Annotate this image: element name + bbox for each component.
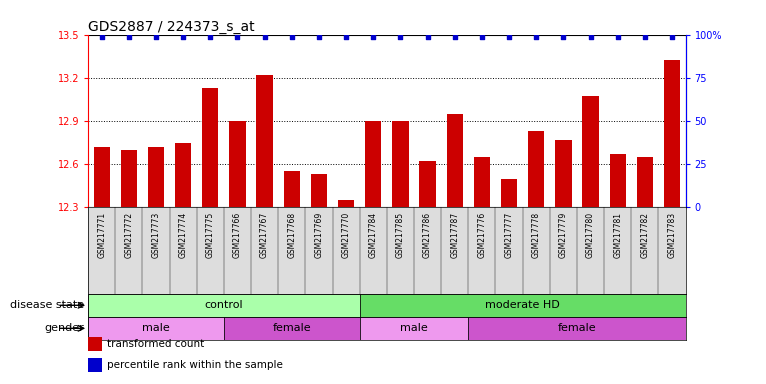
Text: GSM217786: GSM217786 [423,212,432,258]
Point [476,35,488,41]
Text: control: control [205,300,243,310]
Bar [175,142,192,207]
Bar [610,154,626,207]
Text: GSM217773: GSM217773 [152,212,161,258]
Bar [224,317,360,340]
Point [340,35,352,41]
Bar [365,121,381,207]
Bar [88,317,224,340]
Text: GSM217771: GSM217771 [97,212,106,258]
Point [503,35,516,41]
Bar [582,96,599,207]
Bar [311,174,327,207]
Text: GSM217772: GSM217772 [124,212,133,258]
Bar [360,294,686,317]
Point [231,35,244,41]
Bar [88,294,360,317]
Text: GSM217767: GSM217767 [260,212,269,258]
Text: GSM217769: GSM217769 [314,212,323,258]
Point [584,35,597,41]
Point [557,35,569,41]
Text: disease state: disease state [10,300,84,310]
Text: GSM217781: GSM217781 [613,212,622,258]
Text: GSM217784: GSM217784 [368,212,378,258]
Text: GSM217770: GSM217770 [342,212,351,258]
Bar [257,75,273,207]
Point [611,35,624,41]
Text: GSM217785: GSM217785 [396,212,405,258]
Point [96,35,108,41]
Text: GSM217787: GSM217787 [450,212,460,258]
Bar [202,88,218,207]
Text: transformed count: transformed count [107,339,205,349]
Bar [360,317,468,340]
Bar [121,150,137,207]
Text: GSM217776: GSM217776 [477,212,486,258]
Bar [447,114,463,207]
Text: gender: gender [44,323,84,333]
Text: GSM217778: GSM217778 [532,212,541,258]
Point [367,35,379,41]
Point [205,35,217,41]
Point [449,35,461,41]
Bar [637,157,653,207]
Text: GSM217774: GSM217774 [178,212,188,258]
Bar [473,157,490,207]
Text: GSM217775: GSM217775 [206,212,214,258]
Point [123,35,135,41]
Text: GSM217768: GSM217768 [287,212,296,258]
Bar [392,121,408,207]
Text: GSM217783: GSM217783 [667,212,676,258]
Text: GSM217766: GSM217766 [233,212,242,258]
Point [394,35,407,41]
Text: GSM217779: GSM217779 [559,212,568,258]
Point [666,35,678,41]
Bar [664,60,680,207]
Point [150,35,162,41]
Point [258,35,270,41]
Bar [338,200,354,207]
Bar [501,179,517,207]
Point [286,35,298,41]
Text: moderate HD: moderate HD [485,300,560,310]
Point [421,35,434,41]
Text: female: female [273,323,311,333]
Bar [420,161,436,207]
Bar [148,147,164,207]
Text: GSM217777: GSM217777 [505,212,513,258]
Text: female: female [558,323,596,333]
Text: male: male [400,323,428,333]
Bar [93,147,110,207]
Text: male: male [142,323,170,333]
Text: GDS2887 / 224373_s_at: GDS2887 / 224373_s_at [88,20,255,33]
Bar [555,140,571,207]
Point [530,35,542,41]
Text: percentile rank within the sample: percentile rank within the sample [107,360,283,370]
Bar [528,131,545,207]
Point [313,35,325,41]
Bar [468,317,686,340]
Text: GSM217780: GSM217780 [586,212,595,258]
Point [639,35,651,41]
Bar [229,121,246,207]
Bar [283,171,300,207]
Text: GSM217782: GSM217782 [640,212,650,258]
Point [177,35,189,41]
